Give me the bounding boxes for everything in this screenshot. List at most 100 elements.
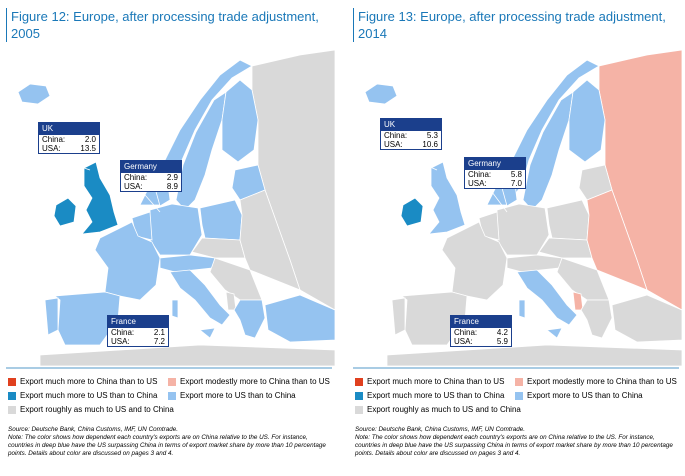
row-label: USA: xyxy=(384,140,403,149)
callout-header: UK xyxy=(381,119,441,131)
callout-box: France China: 2.1 USA: 7.2 xyxy=(107,315,169,347)
callout-row: China: 5.8 xyxy=(465,170,525,179)
legend-swatch xyxy=(8,406,16,414)
callout-box: Germany China: 5.8 USA: 7.0 xyxy=(464,157,526,189)
alpine xyxy=(506,254,563,273)
uk xyxy=(81,161,119,235)
figure-title: Figure 12: Europe, after processing trad… xyxy=(6,8,333,42)
row-label: China: xyxy=(111,328,135,337)
leader-line xyxy=(491,191,508,213)
callout-row: USA: 8.9 xyxy=(121,182,181,191)
callout-row: USA: 13.5 xyxy=(39,144,99,153)
legend-label: Export much more to US than to China xyxy=(20,391,158,400)
row-label: China: xyxy=(468,170,492,179)
legend-label: Export much more to China than to US xyxy=(367,377,505,386)
legend-swatch xyxy=(168,392,176,400)
legend-item: Export much more to China than to US xyxy=(355,377,504,387)
legend-label: Export roughly as much to US and to Chin… xyxy=(20,405,174,414)
callout-row: China: 4.2 xyxy=(451,328,511,337)
legend-swatch xyxy=(8,392,16,400)
italy xyxy=(516,269,578,326)
portugal xyxy=(391,297,406,336)
callout-box: Germany China: 2.9 USA: 8.9 xyxy=(120,160,182,192)
legend-item: Export much more to US than to China xyxy=(8,391,157,401)
sardinia xyxy=(518,299,526,319)
legend-swatch xyxy=(355,392,363,400)
sicily xyxy=(546,327,563,339)
figure-title: Figure 13: Europe, after processing trad… xyxy=(353,8,680,42)
figure-panel: Figure 12: Europe, after processing trad… xyxy=(0,0,338,476)
source-text: Source: Deutsche Bank, China Customs, IM… xyxy=(355,426,525,433)
finland xyxy=(568,79,606,163)
legend-swatch xyxy=(8,378,16,386)
legend-swatch xyxy=(515,392,523,400)
legend-label: Export more to US than to China xyxy=(180,391,296,400)
turkey xyxy=(611,294,683,343)
germany xyxy=(149,203,203,256)
leader-line xyxy=(54,157,91,171)
sardinia xyxy=(171,299,179,319)
iceland xyxy=(364,83,398,105)
callout-box: UK China: 5.3 USA: 10.6 xyxy=(380,118,442,150)
callout-box: UK China: 2.0 USA: 13.5 xyxy=(38,122,100,154)
figure-panel: Figure 13: Europe, after processing trad… xyxy=(347,0,685,476)
row-value: 8.9 xyxy=(166,182,178,191)
row-label: USA: xyxy=(111,337,130,346)
greece xyxy=(233,299,266,339)
legend-item: Export much more to China than to US xyxy=(8,377,157,387)
france xyxy=(441,221,508,301)
africa xyxy=(386,344,683,367)
africa xyxy=(39,344,336,367)
legend-item: Export much more to US than to China xyxy=(355,391,504,401)
leader-line xyxy=(121,297,136,316)
legend-swatch xyxy=(355,406,363,414)
callout-header: UK xyxy=(39,123,99,135)
legend-item: Export roughly as much to US and to Chin… xyxy=(8,405,174,415)
row-label: China: xyxy=(384,131,408,140)
row-value: 13.5 xyxy=(80,144,96,153)
legend-item: Export modestly more to China than to US xyxy=(515,377,677,387)
row-value: 7.0 xyxy=(510,179,522,188)
callout-row: China: 2.1 xyxy=(108,328,168,337)
row-value: 2.1 xyxy=(153,328,165,337)
belarus-ukraine xyxy=(586,189,648,291)
leader-line xyxy=(468,297,480,316)
row-label: China: xyxy=(454,328,478,337)
france xyxy=(94,221,161,301)
row-label: China: xyxy=(124,173,148,182)
source-text: Source: Deutsche Bank, China Customs, IM… xyxy=(8,426,178,433)
legend-item: Export roughly as much to US and to Chin… xyxy=(355,405,521,415)
portugal xyxy=(44,297,59,336)
legend-label: Export roughly as much to US and to Chin… xyxy=(367,405,521,414)
note-text: Note: The color shows how dependent each… xyxy=(8,434,326,457)
row-label: USA: xyxy=(42,144,61,153)
row-value: 5.9 xyxy=(496,337,508,346)
row-value: 10.6 xyxy=(422,140,438,149)
row-value: 7.2 xyxy=(153,337,165,346)
row-label: USA: xyxy=(468,179,487,188)
legend-item: Export more to US than to China xyxy=(515,391,643,401)
iceland xyxy=(17,83,51,105)
alpine xyxy=(159,254,216,273)
legend-label: Export modestly more to China than to US xyxy=(180,377,330,386)
legend-swatch xyxy=(355,378,363,386)
row-value: 5.8 xyxy=(510,170,522,179)
finland xyxy=(221,79,259,163)
spain xyxy=(53,291,121,346)
callout-row: USA: 10.6 xyxy=(381,140,441,149)
legend-label: Export much more to China than to US xyxy=(20,377,158,386)
leader-line xyxy=(401,154,438,171)
callout-row: USA: 7.0 xyxy=(465,179,525,188)
row-value: 2.0 xyxy=(84,135,96,144)
legend-swatch xyxy=(168,378,176,386)
callout-box: France China: 4.2 USA: 5.9 xyxy=(450,315,512,347)
italy xyxy=(169,269,231,326)
callout-row: China: 2.0 xyxy=(39,135,99,144)
legend-item: Export more to US than to China xyxy=(168,391,296,401)
central-europe xyxy=(538,237,593,259)
legend-label: Export more to US than to China xyxy=(527,391,643,400)
callout-header: Germany xyxy=(121,161,181,173)
row-value: 4.2 xyxy=(496,328,508,337)
legend-swatch xyxy=(515,378,523,386)
